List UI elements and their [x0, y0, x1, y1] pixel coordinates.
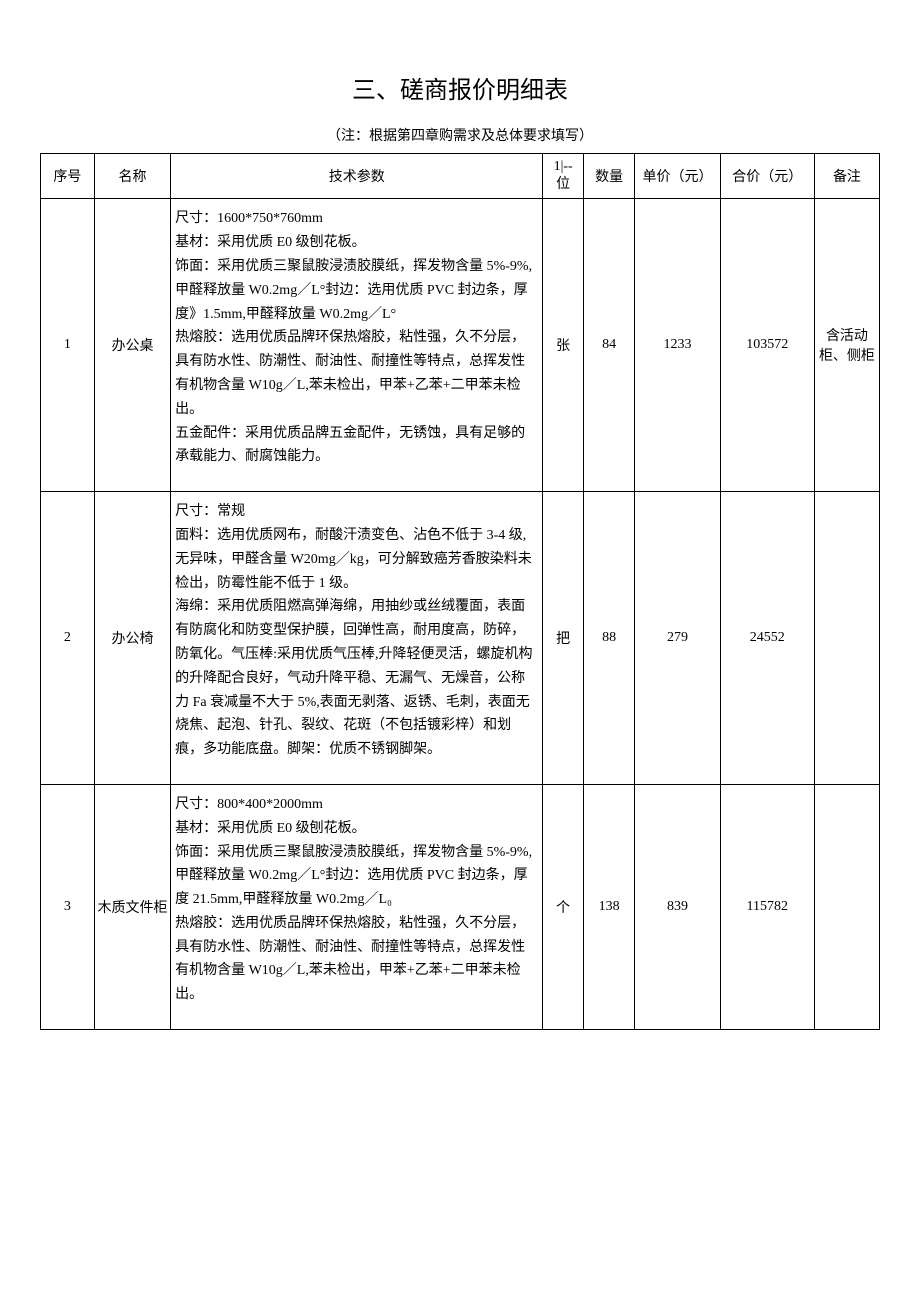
col-header-qty: 数量	[583, 154, 635, 199]
cell-unit: 把	[543, 492, 583, 785]
unit-header-line2: 位	[545, 176, 580, 194]
cell-qty: 84	[583, 199, 635, 492]
col-header-seq: 序号	[41, 154, 95, 199]
cell-total: 115782	[720, 784, 814, 1029]
table-row: 1 办公桌 尺寸：1600*750*760mm基材：采用优质 E0 级刨花板。饰…	[41, 199, 880, 492]
cell-unit: 个	[543, 784, 583, 1029]
cell-price: 279	[635, 492, 720, 785]
document-title: 三、磋商报价明细表	[40, 70, 880, 105]
cell-price: 839	[635, 784, 720, 1029]
cell-remark	[814, 492, 879, 785]
cell-seq: 1	[41, 199, 95, 492]
cell-seq: 2	[41, 492, 95, 785]
cell-qty: 88	[583, 492, 635, 785]
cell-remark	[814, 784, 879, 1029]
quotation-table: 序号 名称 技术参数 1|-- 位 数量 单价（元） 合价（元） 备注 1 办公…	[40, 153, 880, 1030]
cell-name: 办公椅	[94, 492, 170, 785]
col-header-spec: 技术参数	[171, 154, 543, 199]
table-header-row: 序号 名称 技术参数 1|-- 位 数量 单价（元） 合价（元） 备注	[41, 154, 880, 199]
cell-price: 1233	[635, 199, 720, 492]
cell-seq: 3	[41, 784, 95, 1029]
cell-name: 木质文件柜	[94, 784, 170, 1029]
col-header-price: 单价（元）	[635, 154, 720, 199]
cell-unit: 张	[543, 199, 583, 492]
cell-name: 办公桌	[94, 199, 170, 492]
cell-qty: 138	[583, 784, 635, 1029]
col-header-name: 名称	[94, 154, 170, 199]
col-header-total: 合价（元）	[720, 154, 814, 199]
col-header-unit: 1|-- 位	[543, 154, 583, 199]
cell-spec: 尺寸：1600*750*760mm基材：采用优质 E0 级刨花板。饰面：采用优质…	[171, 199, 543, 492]
unit-header-line1: 1|--	[545, 158, 580, 176]
cell-remark: 含活动柜、侧柜	[814, 199, 879, 492]
cell-total: 103572	[720, 199, 814, 492]
col-header-remark: 备注	[814, 154, 879, 199]
table-row: 2 办公椅 尺寸：常规面料：选用优质网布，耐酸汗渍变色、沾色不低于 3-4 级,…	[41, 492, 880, 785]
cell-total: 24552	[720, 492, 814, 785]
table-row: 3 木质文件柜 尺寸：800*400*2000mm基材：采用优质 E0 级刨花板…	[41, 784, 880, 1029]
document-subtitle: （注：根据第四章购需求及总体要求填写）	[40, 125, 880, 145]
cell-spec: 尺寸：800*400*2000mm基材：采用优质 E0 级刨花板。饰面：采用优质…	[171, 784, 543, 1029]
cell-spec: 尺寸：常规面料：选用优质网布，耐酸汗渍变色、沾色不低于 3-4 级,无异味，甲醛…	[171, 492, 543, 785]
